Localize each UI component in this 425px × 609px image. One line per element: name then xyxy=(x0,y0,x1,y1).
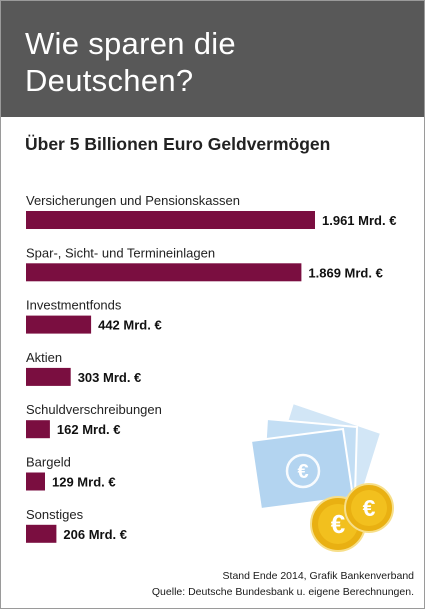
svg-text:€: € xyxy=(297,461,308,483)
bar-value-label: 206 Mrd. € xyxy=(63,527,127,542)
svg-text:€: € xyxy=(331,509,345,539)
bar-category-label: Investmentfonds xyxy=(26,298,122,313)
bar xyxy=(26,420,50,439)
euro-banknotes-and-coins-icon: € € € xyxy=(249,401,394,552)
bar-category-label: Sonstiges xyxy=(26,507,84,522)
bar xyxy=(26,367,71,386)
svg-text:€: € xyxy=(363,495,376,521)
bar-category-label: Schuldverschreibungen xyxy=(26,402,162,417)
bar-category-label: Bargeld xyxy=(26,455,71,470)
bar-value-label: 162 Mrd. € xyxy=(57,422,121,437)
bar xyxy=(26,211,315,229)
bar-value-label: 442 Mrd. € xyxy=(98,318,162,333)
footer-credit: Stand Ende 2014, Grafik Bankenverband xyxy=(222,570,414,582)
header-banner: Wie sparen die Deutschen? xyxy=(1,1,424,117)
footer-source: Quelle: Deutsche Bundesbank u. eigene Be… xyxy=(151,586,414,598)
chart-subtitle: Über 5 Billionen Euro Geldvermögen xyxy=(25,134,331,154)
bar xyxy=(26,263,302,282)
bar-category-label: Spar-, Sicht- und Termineinlagen xyxy=(26,245,215,260)
bar-category-label: Versicherungen und Pensionskassen xyxy=(26,193,240,208)
bar xyxy=(26,524,57,543)
bar-category-label: Aktien xyxy=(26,350,62,365)
bar xyxy=(26,472,45,491)
bar-value-label: 303 Mrd. € xyxy=(78,370,142,385)
bar-value-label: 129 Mrd. € xyxy=(52,475,116,490)
page-title: Wie sparen die Deutschen? xyxy=(25,26,236,98)
bar xyxy=(26,315,92,334)
bar-value-label: 1.869 Mrd. € xyxy=(308,265,382,280)
bar-value-label: 1.961 Mrd. € xyxy=(322,213,396,228)
